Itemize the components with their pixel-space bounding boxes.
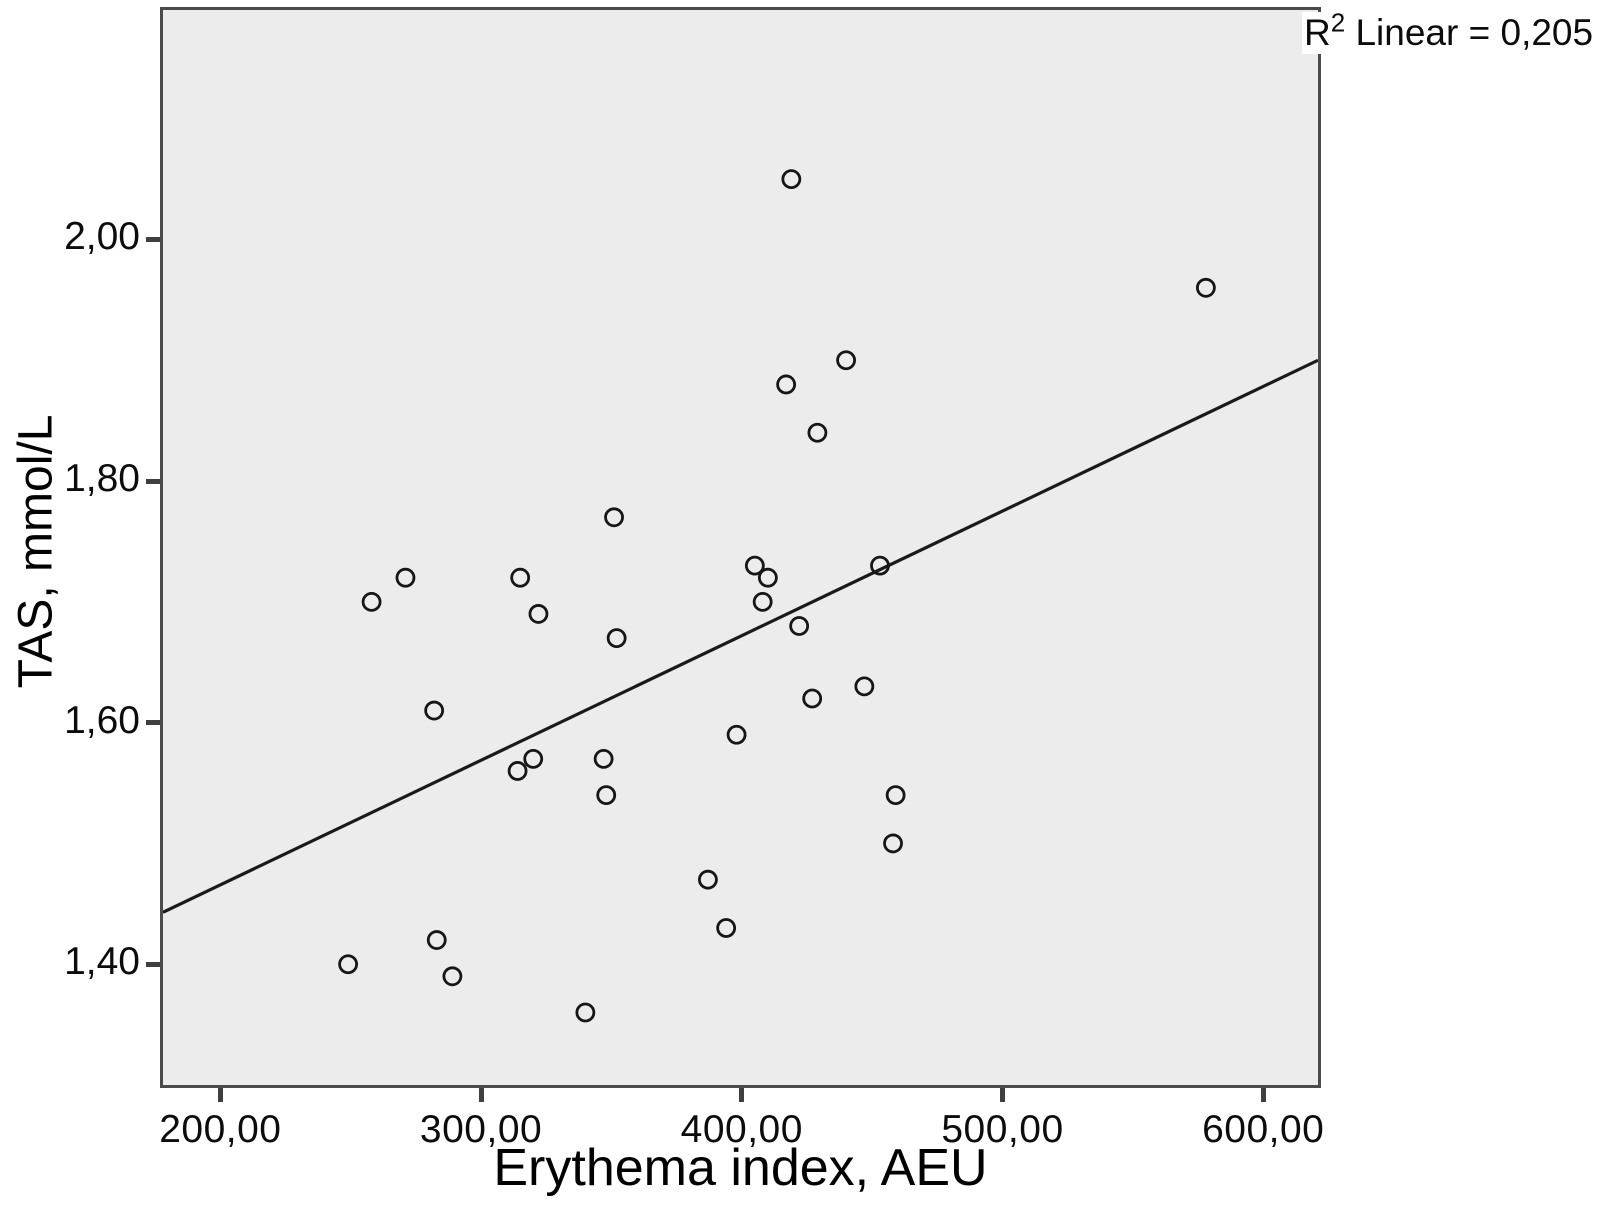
x-axis-title: Erythema index, AEU bbox=[493, 1139, 988, 1197]
y-axis-tick bbox=[146, 720, 160, 726]
x-axis-tick-label: 600,00 bbox=[1202, 1108, 1325, 1151]
y-axis-tick-label: 1,40 bbox=[64, 940, 140, 984]
x-axis-tick-label: 200,00 bbox=[159, 1108, 282, 1151]
data-point bbox=[807, 422, 828, 443]
data-point bbox=[426, 930, 447, 950]
data-point bbox=[752, 591, 773, 612]
r-squared-annotation: R2 Linear = 0,205 bbox=[1302, 10, 1594, 54]
data-point bbox=[836, 350, 856, 371]
y-axis-tick bbox=[146, 961, 160, 967]
data-point bbox=[854, 676, 875, 697]
x-axis-tick-label: 500,00 bbox=[941, 1108, 1064, 1151]
data-point bbox=[757, 567, 778, 588]
data-point bbox=[604, 507, 624, 528]
data-point bbox=[528, 604, 549, 624]
data-point bbox=[442, 966, 463, 987]
y-axis-tick bbox=[146, 478, 160, 484]
plot-area bbox=[160, 7, 1321, 1088]
r-squared-superscript: 2 bbox=[1330, 7, 1346, 38]
data-point bbox=[744, 555, 765, 576]
data-point bbox=[883, 833, 903, 854]
x-axis-tick bbox=[478, 1088, 484, 1102]
y-axis-tick bbox=[146, 236, 160, 242]
x-axis-tick bbox=[739, 1088, 745, 1102]
data-point bbox=[802, 688, 823, 709]
data-point bbox=[523, 748, 544, 769]
y-axis-title: TAS, mmol/L bbox=[9, 414, 63, 689]
data-point bbox=[726, 724, 747, 745]
data-point bbox=[1195, 277, 1216, 298]
x-axis-tick bbox=[1260, 1088, 1266, 1102]
data-point bbox=[776, 374, 797, 395]
data-point bbox=[716, 918, 737, 938]
data-point bbox=[510, 567, 531, 588]
x-axis-tick-label: 400,00 bbox=[680, 1108, 803, 1151]
y-axis-tick-label: 1,80 bbox=[64, 457, 140, 501]
data-point bbox=[575, 1002, 596, 1023]
r-squared-base: R bbox=[1304, 12, 1331, 53]
y-axis-tick-label: 1,60 bbox=[64, 698, 140, 742]
data-point bbox=[606, 628, 627, 648]
x-axis-tick bbox=[217, 1088, 223, 1102]
data-point bbox=[870, 555, 890, 576]
r-squared-value: Linear = 0,205 bbox=[1345, 12, 1594, 53]
data-point bbox=[395, 567, 416, 588]
data-point bbox=[424, 700, 445, 721]
x-axis-tick bbox=[1000, 1088, 1006, 1102]
scatter-svg bbox=[163, 169, 1318, 1023]
fit-line bbox=[163, 358, 1318, 914]
data-point bbox=[593, 748, 614, 769]
data-point bbox=[781, 169, 802, 190]
data-point bbox=[698, 869, 718, 890]
x-axis-tick-label: 300,00 bbox=[419, 1108, 543, 1151]
data-point bbox=[789, 616, 810, 636]
y-axis-tick-label: 2,00 bbox=[64, 215, 140, 259]
data-point bbox=[596, 785, 617, 806]
data-point bbox=[507, 761, 528, 781]
data-point bbox=[338, 954, 359, 975]
data-point bbox=[361, 591, 382, 612]
data-point bbox=[885, 785, 906, 806]
